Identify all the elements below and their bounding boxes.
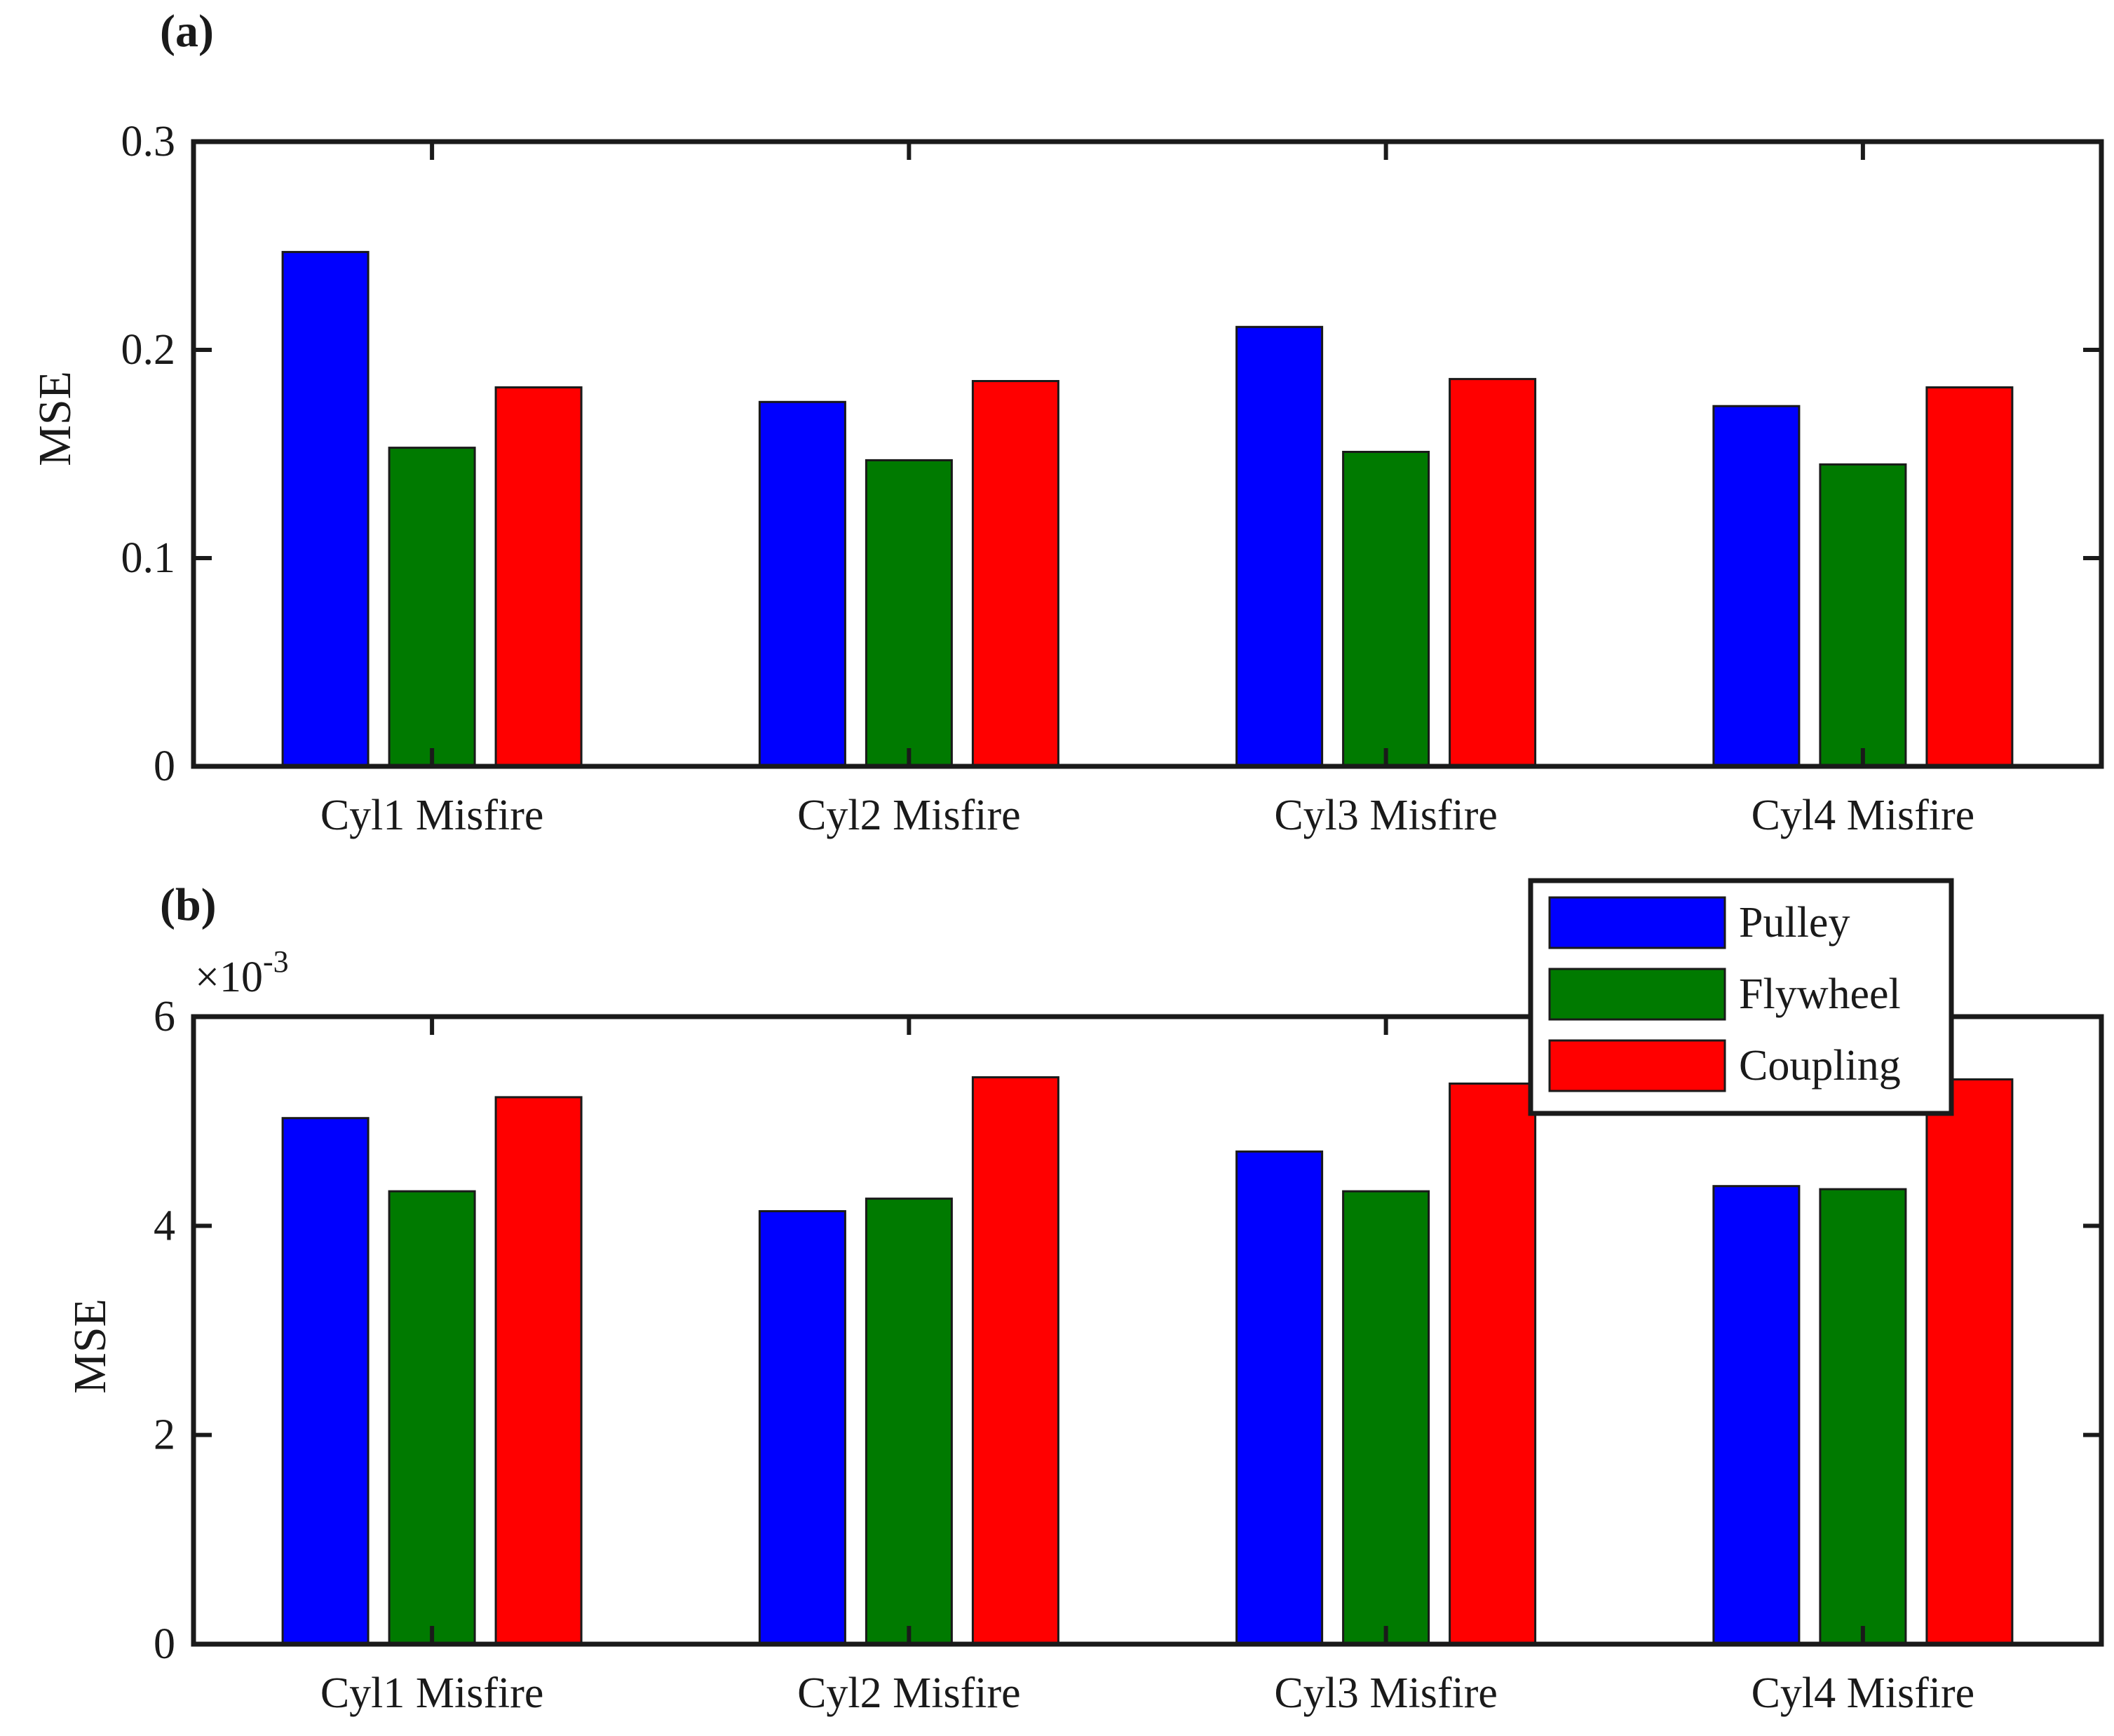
y-tick-label: 0 [154,742,175,790]
y-tick-label: 0.1 [121,534,176,582]
legend-swatch-coupling [1548,1039,1726,1092]
bar-pulley-cyl3-misfire [1235,325,1324,768]
y-scale-exponent: -3 [263,944,289,979]
legend-label-flywheel: Flywheel [1739,970,1901,1018]
y-tick-label: 4 [154,1202,175,1249]
legend-label-pulley: Pulley [1739,899,1850,947]
bar-flywheel-cyl1-misfire [388,1190,476,1646]
x-tick-label: Cyl1 Misfire [320,1669,544,1717]
bar-flywheel-cyl2-misfire [865,1198,953,1646]
bar-coupling-cyl1-misfire [494,1096,583,1646]
bar-coupling-cyl2-misfire [971,1076,1059,1646]
tick-labels: Cyl1 Misfire Cyl2 Misfire Cyl3 Misfire Cyl4… [154,993,1974,1717]
x-tick-label: Cyl3 Misfire [1274,792,1498,839]
y-scale-label: ×10-3 [195,944,289,1001]
x-tick-label: Cyl2 Misfire [797,792,1021,839]
plot-frame [191,1014,2104,1647]
panel-label: (b) [160,879,217,930]
y-axis-title: MSE [29,371,81,466]
bar-pulley-cyl3-misfire [1235,1150,1324,1646]
plot-frame [191,139,2104,769]
y-scale-base: ×10 [195,954,263,1001]
y-tick-label: 0.3 [121,118,176,165]
bar-flywheel-cyl4-misfire [1819,463,1907,768]
y-tick-label: 6 [154,993,175,1040]
panel-b: (b) MSE ×10-3 Cyl1 Misfire Cyl2 Misfire Cy… [65,879,2104,1717]
bars [281,250,2014,768]
bar-flywheel-cyl4-misfire [1819,1188,1907,1646]
bars [281,1076,2014,1646]
bar-pulley-cyl4-misfire [1712,1185,1801,1646]
bar-pulley-cyl4-misfire [1712,405,1801,768]
x-tick-label: Cyl3 Misfire [1274,1669,1498,1717]
panel-label: (a) [160,6,214,57]
bar-coupling-cyl4-misfire [1925,386,2014,768]
bar-pulley-cyl2-misfire [758,400,846,768]
bar-flywheel-cyl2-misfire [865,459,953,768]
legend-swatch-pulley [1548,896,1726,949]
legend-swatch-flywheel [1548,968,1726,1021]
bar-flywheel-cyl3-misfire [1342,1190,1430,1646]
y-tick-label: 0 [154,1620,175,1668]
x-tick-label: Cyl2 Misfire [797,1669,1021,1717]
bar-flywheel-cyl3-misfire [1342,451,1430,768]
bar-pulley-cyl1-misfire [281,1117,370,1646]
tick-labels: Cyl1 Misfire Cyl2 Misfire Cyl3 Misfire Cyl4… [121,118,1975,839]
y-axis-title: MSE [65,1298,116,1394]
bar-coupling-cyl3-misfire [1449,378,1537,768]
bar-coupling-cyl2-misfire [971,380,1059,768]
y-tick-label: 2 [154,1411,175,1459]
panel-a: (a) MSE Cyl1 Misfire Cyl2 Misfire Cyl3 Mis… [29,6,2104,839]
bar-pulley-cyl2-misfire [758,1210,846,1646]
bar-flywheel-cyl1-misfire [388,447,476,768]
y-tick-label: 0.2 [121,326,176,374]
x-tick-label: Cyl4 Misfire [1751,1669,1975,1717]
bar-coupling-cyl3-misfire [1449,1083,1537,1646]
bar-coupling-cyl1-misfire [494,386,583,768]
legend: Pulley Flywheel Coupling [1528,878,1954,1116]
bar-pulley-cyl1-misfire [281,250,370,768]
legend-label-coupling: Coupling [1739,1042,1901,1090]
x-tick-label: Cyl4 Misfire [1751,792,1975,839]
x-tick-label: Cyl1 Misfire [320,792,544,839]
bar-coupling-cyl4-misfire [1925,1078,2014,1646]
